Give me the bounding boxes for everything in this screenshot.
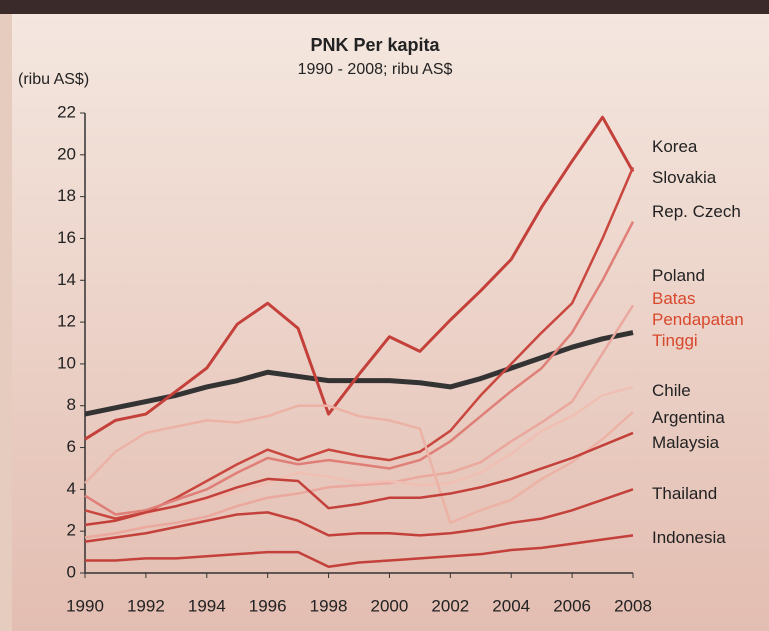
series-label: Chile	[652, 381, 691, 400]
series-label: Indonesia	[652, 528, 726, 547]
x-tick-label: 2004	[492, 596, 530, 615]
series-line	[84, 404, 634, 525]
series-line	[84, 330, 634, 417]
series-line	[84, 115, 635, 441]
y-tick-label: 20	[57, 144, 76, 163]
x-tick-label: 1990	[66, 596, 104, 615]
series-label: Thailand	[652, 484, 718, 503]
y-tick-label: 4	[67, 479, 76, 498]
x-tick-label: 1996	[249, 596, 287, 615]
x-tick-label: 2006	[553, 596, 591, 615]
series-line	[84, 431, 634, 527]
y-tick-label: 22	[57, 102, 76, 121]
x-tick-label: 2008	[614, 596, 652, 615]
y-axis-label: (ribu AS$)	[18, 71, 89, 88]
y-tick-label: 6	[67, 437, 76, 456]
series-line	[84, 166, 635, 520]
y-tick-label: 12	[57, 312, 76, 331]
chart-subtitle: 1990 - 2008; ribu AS$	[298, 61, 453, 78]
series-line	[85, 534, 634, 568]
x-tick-label: 1994	[188, 596, 226, 615]
series-line	[84, 221, 635, 516]
x-tick-label: 1992	[127, 596, 165, 615]
x-tick-label: 1998	[310, 596, 348, 615]
series-line	[84, 304, 635, 539]
y-tick-label: 10	[57, 353, 76, 372]
series-label: Malaysia	[652, 433, 720, 452]
series-label: Korea	[652, 137, 698, 156]
series-label: Batas Pendapatan Tinggi	[652, 289, 744, 350]
y-tick-label: 0	[67, 562, 76, 581]
y-tick-label: 2	[67, 521, 76, 540]
y-tick-label: 8	[67, 395, 76, 414]
y-tick-label: 14	[57, 270, 76, 289]
series-line	[84, 488, 634, 543]
y-tick-label: 18	[57, 186, 76, 205]
series-label: Slovakia	[652, 168, 717, 187]
series-label: Rep. Czech	[652, 202, 741, 221]
series-label: Argentina	[652, 408, 725, 427]
y-tick-label: 16	[57, 228, 76, 247]
x-tick-label: 2000	[371, 596, 409, 615]
series-label: Poland	[652, 266, 705, 285]
top-strip	[0, 0, 769, 14]
chart-title: PNK Per kapita	[310, 35, 440, 55]
x-tick-label: 2002	[431, 596, 469, 615]
